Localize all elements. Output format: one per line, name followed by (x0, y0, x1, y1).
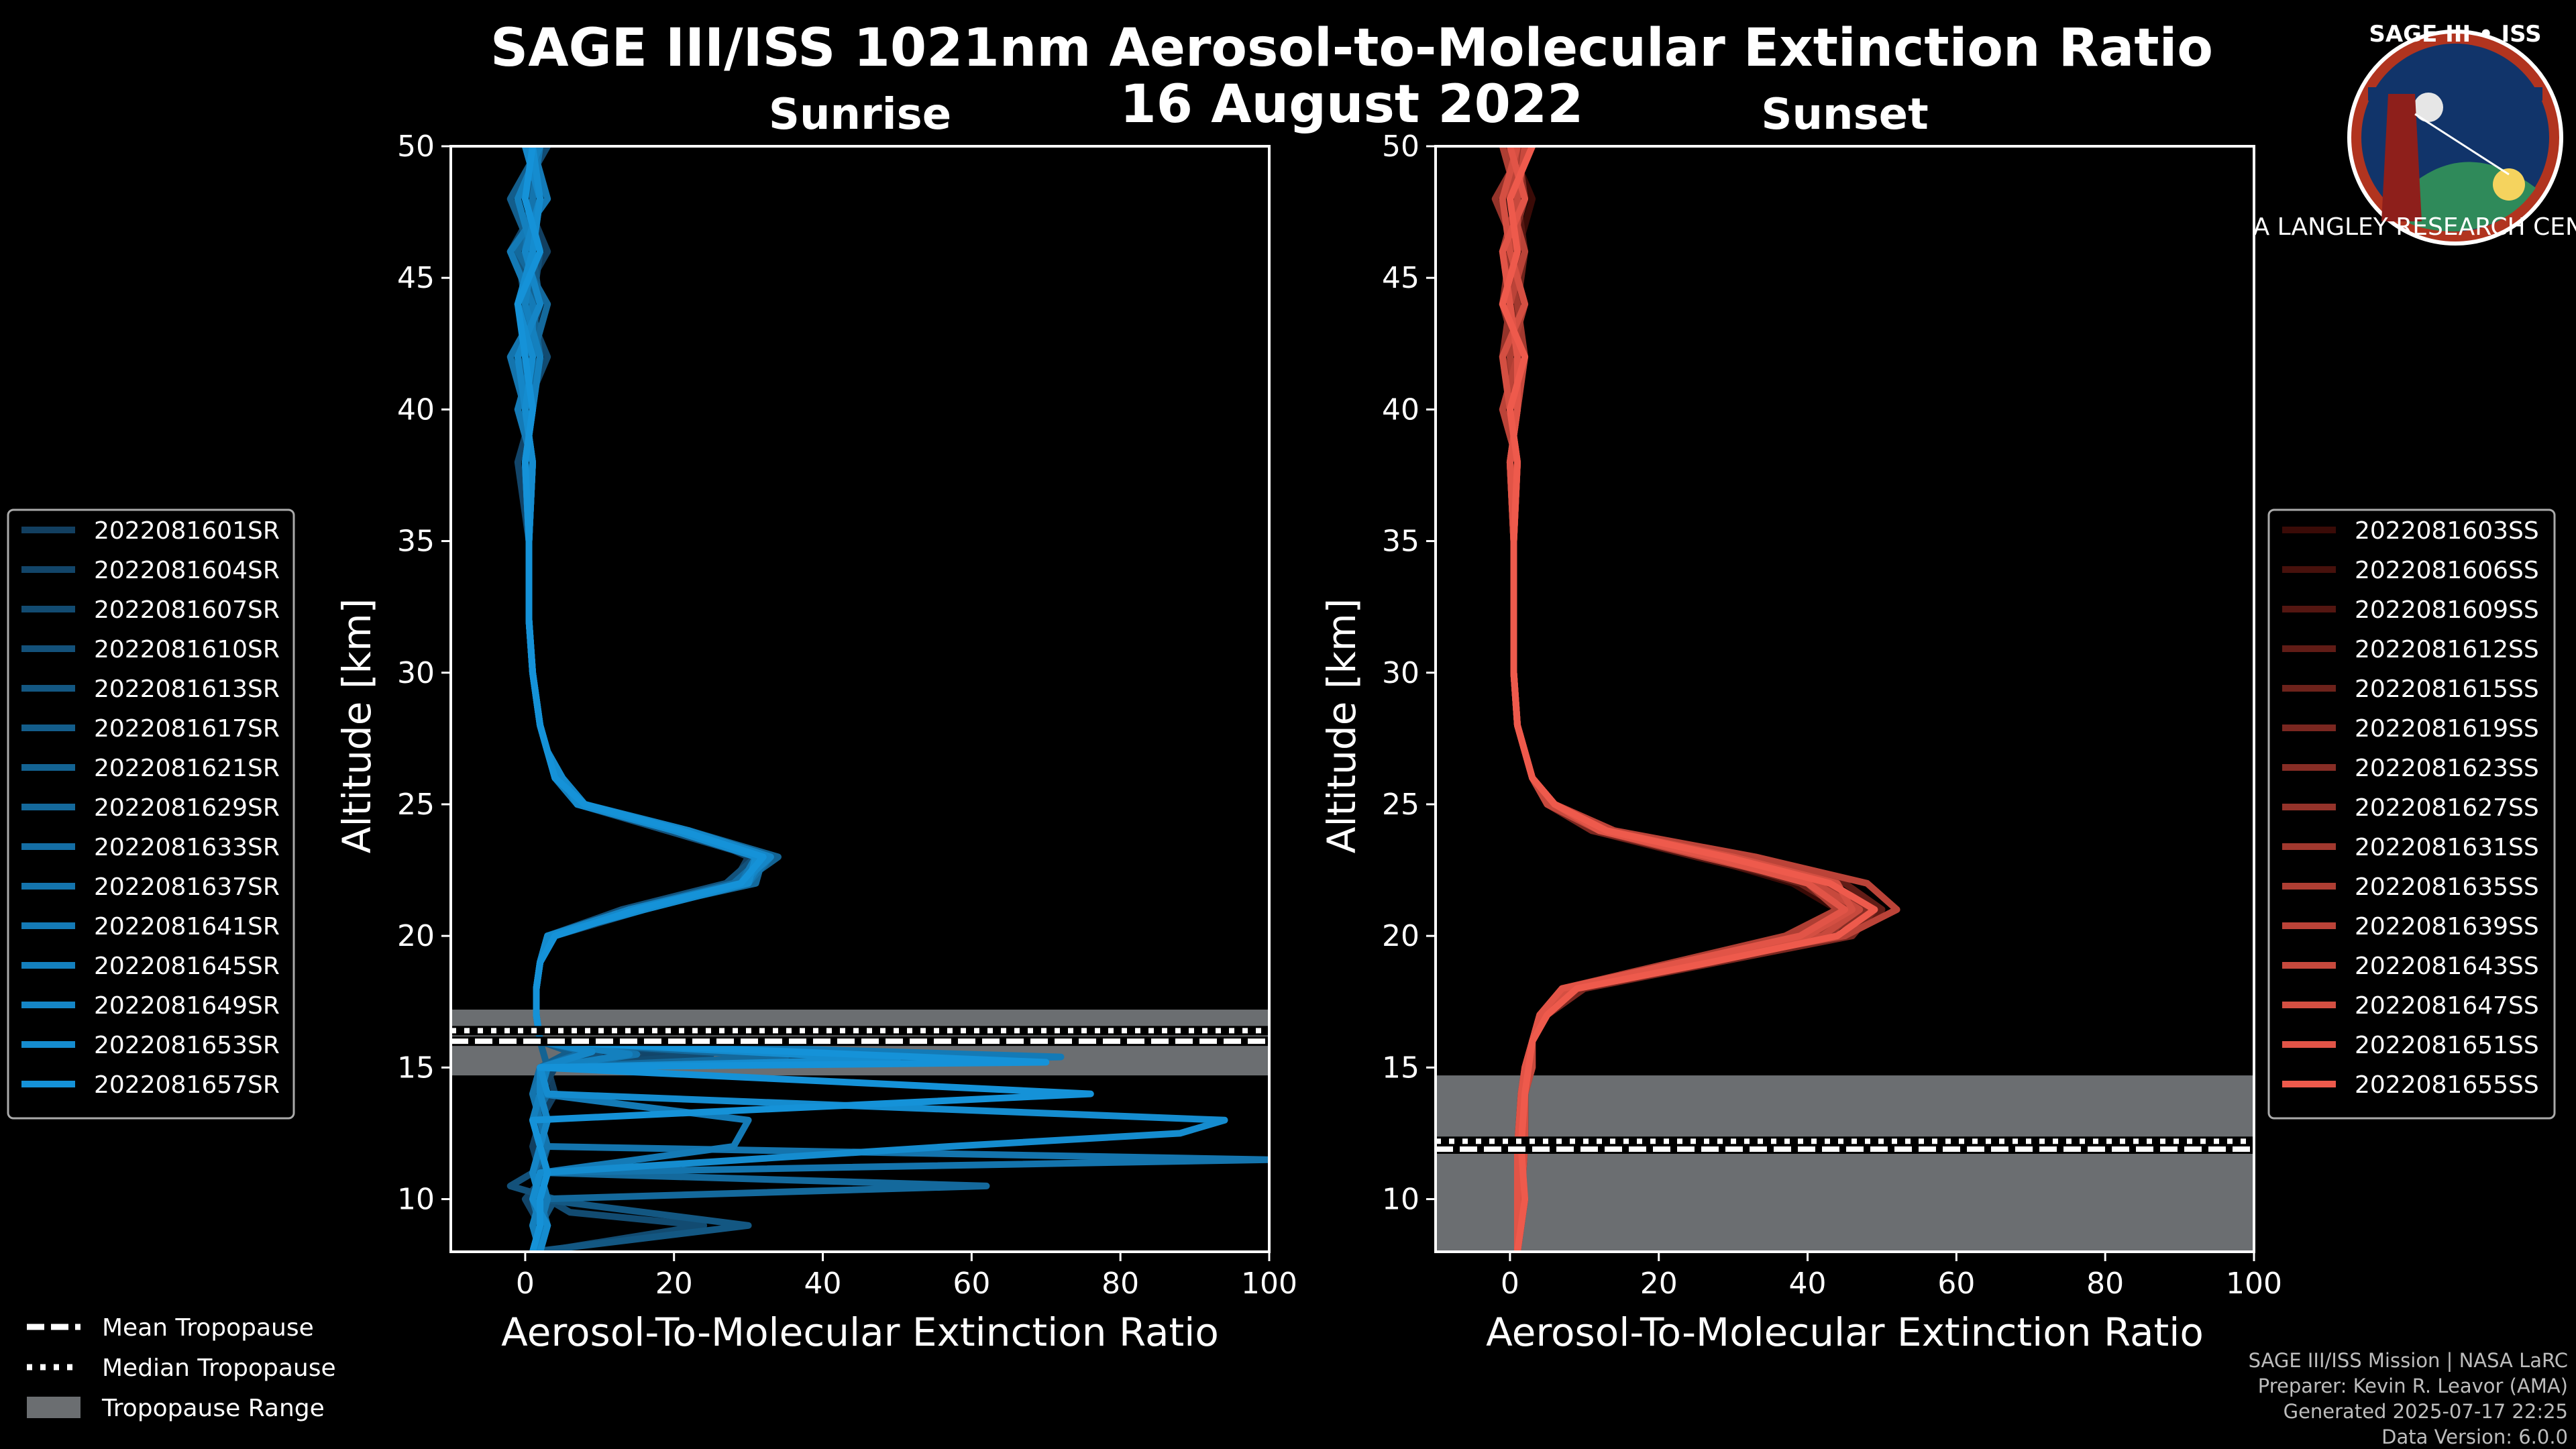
tropopause-range-label: Tropopause Range (101, 1395, 325, 1422)
legend-label: 2022081617SR (94, 715, 280, 743)
panel-title: Sunset (1761, 90, 1928, 140)
legend-label: 2022081609SS (2355, 596, 2539, 624)
legend-label: 2022081623SS (2355, 755, 2539, 782)
x-axis-label: Aerosol-To-Molecular Extinction Ratio (501, 1309, 1219, 1355)
x-tick-label: 0 (516, 1267, 535, 1301)
y-tick-label: 35 (1382, 525, 1419, 559)
y-tick-label: 25 (1382, 788, 1419, 822)
legend-label: 2022081655SS (2355, 1071, 2539, 1099)
x-tick-label: 80 (1102, 1267, 1139, 1301)
tropopause-range-swatch (27, 1397, 80, 1418)
legend-box (7, 508, 295, 1120)
legend-label: 2022081615SS (2355, 676, 2539, 703)
legend-label: 2022081604SR (94, 557, 280, 584)
legend-label: 2022081601SR (94, 517, 280, 545)
legend-label: 2022081629SR (94, 794, 280, 822)
y-tick-label: 40 (397, 392, 435, 427)
y-tick-label: 10 (397, 1183, 435, 1217)
y-tick-label: 30 (397, 656, 435, 690)
legend-label: 2022081641SR (94, 913, 280, 941)
y-tick-label: 45 (1382, 261, 1419, 295)
mean-tropopause-label: Mean Tropopause (102, 1314, 314, 1342)
y-axis-label: Altitude [km] (334, 598, 380, 853)
x-tick-label: 40 (804, 1267, 842, 1301)
series-line-2022081657SR (514, 146, 1094, 1252)
legend-label: 2022081612SS (2355, 636, 2539, 663)
legend-label: 2022081621SR (94, 755, 280, 782)
legend-label: 2022081639SS (2355, 913, 2539, 941)
y-tick-label: 10 (1382, 1183, 1419, 1217)
y-tick-label: 15 (1382, 1051, 1419, 1085)
sunrise-panel: 0 20 40 60 80 100 10 15 20 25 30 35 40 45 50 Sunrise Aer… (7, 90, 1297, 1355)
legend-label: 2022081643SS (2355, 953, 2539, 980)
y-tick-label: 15 (397, 1051, 435, 1085)
legend-label: 2022081647SS (2355, 992, 2539, 1020)
tropopause-range-band (1436, 1075, 2254, 1252)
y-tick-label: 20 (397, 919, 435, 953)
credit-line: Data Version: 6.0.0 (2381, 1426, 2568, 1448)
series-legend: 2022081601SR 2022081604SR 2022081607SR 2022… (7, 508, 295, 1120)
panel-title: Sunrise (769, 90, 951, 140)
x-tick-label: 60 (1937, 1267, 1975, 1301)
x-tick-label: 60 (953, 1267, 990, 1301)
legend-label: 2022081631SS (2355, 834, 2539, 861)
legend-label: 2022081613SR (94, 676, 280, 703)
plot-area (1436, 146, 2254, 1252)
legend-label: 2022081606SS (2355, 557, 2539, 584)
credits: SAGE III/ISS Mission | NASA LaRC Prepare… (2249, 1349, 2568, 1448)
legend-label: 2022081635SS (2355, 873, 2539, 901)
wizard-figure (2381, 94, 2422, 221)
legend-label: 2022081619SS (2355, 715, 2539, 743)
y-tick-label: 30 (1382, 656, 1419, 690)
legend-label: 2022081645SR (94, 953, 280, 980)
y-tick-label: 50 (1382, 129, 1419, 164)
y-tick-label: 25 (397, 788, 435, 822)
legend-box (2267, 508, 2556, 1120)
median-tropopause-label: Median Tropopause (102, 1354, 336, 1382)
x-tick-label: 100 (2226, 1267, 2282, 1301)
figure-title: SAGE III/ISS 1021nm Aerosol-to-Molecular… (490, 18, 2213, 78)
y-tick-label: 20 (1382, 919, 1419, 953)
legend-label: 2022081633SR (94, 834, 280, 861)
sun-icon (2493, 168, 2525, 201)
legend-label: 2022081610SR (94, 636, 280, 663)
series-line-2022081655SS (1499, 146, 1878, 1252)
y-axis-label: Altitude [km] (1319, 598, 1364, 853)
axes-frame (449, 145, 1271, 1253)
credit-line: Preparer: Kevin R. Leavor (AMA) (2258, 1375, 2568, 1397)
x-axis-label: Aerosol-To-Molecular Extinction Ratio (1486, 1309, 2204, 1355)
x-tick-label: 80 (2086, 1267, 2124, 1301)
y-tick-label: 35 (397, 525, 435, 559)
y-tick-label: 40 (1382, 392, 1419, 427)
sunset-panel: 0 20 40 60 80 100 10 15 20 25 30 35 40 45 50 Sunset Aero… (1319, 90, 2556, 1355)
x-tick-label: 0 (1501, 1267, 1519, 1301)
legend-label: 2022081603SS (2355, 517, 2539, 545)
x-tick-label: 20 (1640, 1267, 1678, 1301)
y-tick-label: 50 (397, 129, 435, 164)
tropopause-legend: Mean Tropopause Median Tropopause Tropop… (27, 1314, 336, 1422)
series-legend: 2022081603SS 2022081606SS 2022081609SS 2022… (2267, 508, 2556, 1120)
credit-line: SAGE III/ISS Mission | NASA LaRC (2249, 1349, 2568, 1372)
x-tick-label: 100 (1241, 1267, 1297, 1301)
series-group (1491, 146, 1900, 1252)
y-tick-label: 45 (397, 261, 435, 295)
x-tick-label: 40 (1789, 1267, 1827, 1301)
legend-label: 2022081649SR (94, 992, 280, 1020)
legend-label: 2022081657SR (94, 1071, 280, 1099)
x-tick-label: 20 (655, 1267, 693, 1301)
credit-line: Generated 2025-07-17 22:25 (2284, 1400, 2568, 1423)
legend-label: 2022081607SR (94, 596, 280, 624)
figure-subtitle: 16 August 2022 (1120, 74, 1584, 135)
moon-icon (2414, 93, 2443, 122)
axes-frame (1434, 145, 2255, 1253)
legend-label: 2022081627SS (2355, 794, 2539, 822)
legend-label: 2022081653SR (94, 1032, 280, 1059)
legend-label: 2022081637SR (94, 873, 280, 901)
logo-name: SAGE III • ISS (2369, 21, 2541, 48)
legend-label: 2022081651SS (2355, 1032, 2539, 1059)
series-group (506, 146, 1269, 1252)
sage-logo: SAGE III • ISS BALL • NASA LANGLEY RESEA… (2113, 21, 2576, 246)
